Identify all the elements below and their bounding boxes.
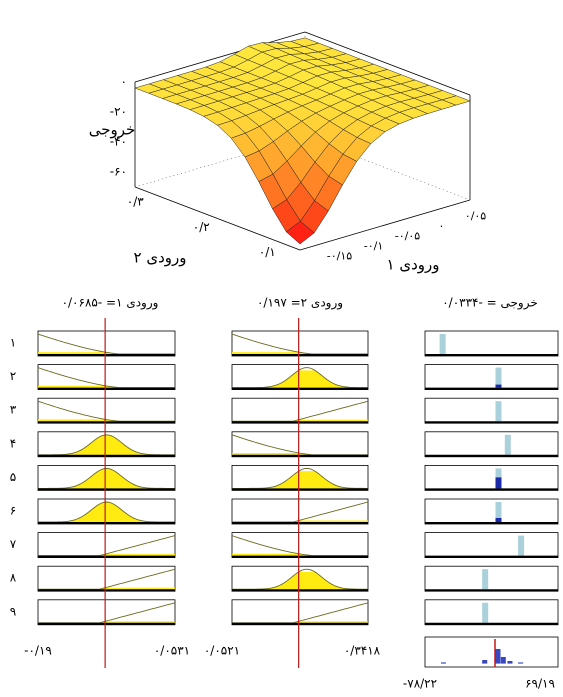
axis-edge: [134, 31, 306, 83]
axis-edge: [304, 31, 471, 96]
output-bar: [439, 334, 446, 354]
rule-number: ۲: [10, 369, 16, 383]
membership-fill: [232, 571, 368, 590]
rule-header: ورودی ۲= ۰/۱۹۷: [257, 296, 343, 311]
rule-number: ۶: [10, 504, 16, 518]
output-bar: [518, 535, 525, 556]
rule-box: [424, 364, 559, 391]
membership-fill: [38, 554, 175, 556]
rule-box: [424, 532, 559, 558]
range-label: ۰/۰۵۳۱: [154, 644, 190, 658]
input2-tick-label: ۰/۱: [259, 245, 276, 259]
range-label: ۰/۳۴۱۸: [344, 644, 381, 658]
output-bar: [495, 401, 502, 422]
membership-fill: [232, 419, 368, 422]
output-bar-fired: [495, 384, 502, 388]
membership-fill: [232, 621, 368, 623]
membership-fill: [38, 385, 175, 388]
range-label: -۷۸/۲۲: [403, 677, 437, 691]
membership-fill: [38, 352, 175, 354]
membership-curve: [37, 501, 176, 523]
membership-fill: [38, 621, 175, 623]
input1-tick-label: ۰: [439, 220, 445, 233]
membership-fill: [38, 468, 175, 489]
rule-box: [424, 431, 559, 458]
surface-patch: [285, 220, 315, 245]
membership-fill: [38, 587, 175, 590]
rule-header: خروجی = -۰/۰۳۳۴: [442, 296, 538, 311]
aggregate-bar: [500, 657, 506, 663]
membership-fill: [232, 553, 368, 556]
z-tick-label: -۴۰: [110, 135, 127, 149]
output-bar-fired: [495, 518, 502, 522]
input1-tick-label: -۰/۰۵: [395, 230, 420, 243]
rule-box: [424, 565, 559, 592]
rule-number: ۳: [10, 403, 17, 417]
input2-tick-label: ۰/۲: [193, 220, 210, 234]
rule-number: ۷: [10, 537, 17, 551]
membership-fill: [38, 419, 175, 422]
z-tick-label: ۰: [121, 75, 127, 89]
rule-header: ورودی ۱= -۰/۰۶۸۵: [62, 296, 159, 311]
input2-axis-label: ورودی ۲: [134, 249, 187, 267]
membership-curve: [231, 568, 369, 590]
output-bar: [495, 502, 502, 522]
rule-number: ۴: [10, 436, 16, 450]
z-tick-label: -۶۰: [110, 165, 127, 179]
rule-box: [424, 464, 559, 491]
input1-tick-label: ۰/۰۵: [465, 210, 487, 223]
output-bar: [482, 602, 489, 623]
grid-line: [304, 136, 471, 201]
membership-fill: [232, 452, 368, 455]
axis-edge: [134, 186, 301, 251]
z-axis-label: خروجی: [89, 121, 136, 139]
grid-line: [134, 136, 306, 188]
membership-fill: [38, 502, 175, 522]
range-label: ۶۹/۱۹: [525, 677, 555, 691]
membership-fill: [232, 471, 368, 489]
rule-number: ۱: [10, 336, 16, 350]
membership-curve: [37, 467, 176, 489]
membership-fill: [232, 370, 368, 388]
rule-box: [37, 364, 176, 391]
aggregate-bar: [495, 649, 501, 663]
output-bar: [495, 367, 502, 388]
membership-curve: [231, 367, 369, 389]
output-bar: [504, 434, 511, 455]
range-label: -۰/۱۹: [24, 644, 52, 658]
output-bar: [482, 569, 489, 590]
membership-fill: [232, 520, 368, 522]
rule-box: [231, 532, 369, 558]
output-bar-fired: [495, 477, 502, 489]
rule-box: [37, 397, 176, 424]
input1-tick-label: -۰/۱: [364, 240, 384, 253]
axis-edge: [299, 199, 471, 251]
aggregate-bar: [507, 661, 513, 663]
membership-fill: [38, 434, 175, 455]
rule-box: [424, 498, 559, 525]
rule-box: [424, 599, 559, 626]
input1-tick-label: -۰/۱۵: [327, 250, 352, 263]
rule-box: [424, 397, 559, 424]
range-label: ۰/۰۵۲۱: [204, 644, 240, 658]
rule-number: ۹: [10, 604, 16, 618]
input2-tick-label: ۰/۳: [127, 195, 144, 209]
z-tick-label: -۲۰: [110, 105, 127, 119]
membership-curve: [37, 434, 176, 456]
rule-number: ۵: [10, 470, 16, 484]
membership-fill: [232, 352, 368, 354]
membership-curve: [231, 467, 369, 489]
input1-axis-label: ورودی ۱: [387, 256, 440, 274]
aggregate-box: [424, 636, 559, 668]
rule-number: ۸: [10, 571, 17, 585]
aggregate-bar: [482, 660, 488, 663]
